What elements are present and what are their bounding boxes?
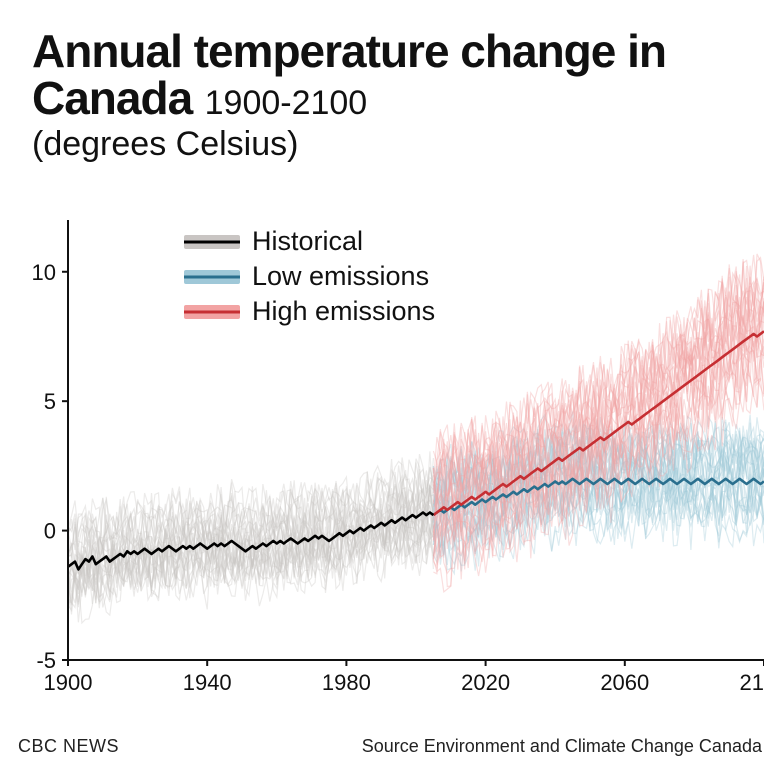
svg-text:1940: 1940 (183, 670, 232, 695)
title-block: Annual temperature change in Canada 1900… (0, 0, 780, 164)
svg-text:2020: 2020 (461, 670, 510, 695)
legend: Historical Low emissions High emissions (184, 226, 435, 331)
svg-text:5: 5 (44, 389, 56, 414)
legend-swatch (184, 305, 240, 319)
legend-label: Historical (252, 226, 363, 257)
legend-item-historical: Historical (184, 226, 435, 257)
chart-year-range: 1900-2100 (205, 84, 368, 122)
svg-text:0: 0 (44, 519, 56, 544)
footer: CBC NEWS Source Environment and Climate … (18, 736, 762, 757)
chart-area: HistoricalLow emissionsHigh emissions -5… (24, 220, 764, 700)
legend-swatch (184, 270, 240, 284)
legend-item-high: High emissions (184, 296, 435, 327)
legend-label: Low emissions (252, 261, 429, 292)
svg-text:2100: 2100 (740, 670, 764, 695)
svg-text:1900: 1900 (44, 670, 93, 695)
chart-subtitle: (degrees Celsius) (32, 125, 752, 164)
svg-text:2060: 2060 (600, 670, 649, 695)
svg-text:1980: 1980 (322, 670, 371, 695)
legend-item-low: Low emissions (184, 261, 435, 292)
source: Source Environment and Climate Change Ca… (362, 736, 762, 757)
svg-text:10: 10 (32, 260, 56, 285)
legend-label: High emissions (252, 296, 435, 327)
legend-swatch (184, 235, 240, 249)
credit: CBC NEWS (18, 736, 119, 757)
